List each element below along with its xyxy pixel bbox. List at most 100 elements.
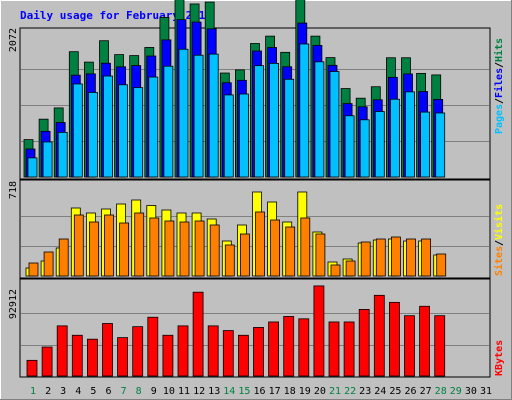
x-tick-label: 5 — [90, 386, 96, 397]
pages-bar — [299, 43, 310, 178]
kbytes-bar — [434, 315, 446, 377]
sites-bar — [194, 220, 205, 277]
kbytes-bar — [56, 325, 68, 377]
sites-bar — [89, 221, 99, 277]
pages-bar — [405, 91, 415, 178]
kbytes-bar — [373, 294, 385, 377]
sites-bar — [390, 236, 401, 277]
sites-bar — [73, 214, 84, 277]
kbytes-bar — [313, 285, 325, 377]
sites-bar — [239, 233, 250, 277]
pages-bar — [223, 94, 234, 178]
x-tick-label: 15 — [238, 386, 250, 397]
sites-bar — [375, 238, 386, 277]
x-tick-label: 23 — [359, 386, 371, 397]
kbytes-bar — [283, 316, 295, 377]
pages-bar — [193, 54, 204, 178]
sites-bar — [270, 219, 281, 277]
legend-slash: / — [494, 62, 505, 68]
kbytes-bar — [41, 346, 53, 377]
sites-bar — [119, 222, 129, 277]
pages-bar — [148, 76, 159, 178]
x-tick-label: 13 — [208, 386, 220, 397]
kbytes-legend: KBytes — [494, 340, 505, 376]
sites-bar — [179, 221, 190, 277]
x-tick-label: 19 — [299, 386, 311, 397]
pages-bar — [374, 111, 385, 178]
x-tick-label: 17 — [269, 386, 281, 397]
pages-bar — [118, 84, 128, 178]
hits-files-pages-bars — [23, 0, 446, 178]
visits-legend: Visits — [493, 204, 505, 240]
sites-bar — [104, 214, 114, 277]
kbytes-bar — [222, 330, 234, 377]
hits-axis-label: Pages / Files / Hits — [493, 38, 505, 134]
pages-bar — [314, 61, 325, 178]
pages-bar — [27, 157, 38, 178]
x-tick-label: 21 — [329, 386, 341, 397]
pages-bar — [269, 62, 280, 178]
x-tick-label: 12 — [193, 386, 205, 397]
kbytes-bar — [419, 305, 431, 377]
hits-legend: Hits — [493, 38, 505, 62]
sites-bar — [330, 264, 341, 277]
sites-bar — [28, 262, 39, 277]
sites-bar — [149, 217, 160, 277]
x-tick-label: 31 — [480, 386, 492, 397]
pages-bar — [389, 98, 400, 178]
kbytes-bar — [343, 321, 355, 377]
pages-bar — [178, 48, 189, 178]
x-tick-label: 4 — [75, 386, 81, 397]
kbytes-bar — [26, 359, 38, 377]
files-legend: Files — [493, 68, 505, 98]
pages-bar — [72, 83, 83, 178]
sites-bar — [436, 253, 447, 277]
kbytes-axis-label: KBytes — [494, 340, 505, 376]
x-tick-label: 25 — [389, 386, 401, 397]
kbytes-bar — [162, 334, 174, 377]
x-tick-label: 16 — [253, 386, 265, 397]
x-tick-label: 10 — [163, 386, 175, 397]
x-tick-label: 22 — [344, 386, 356, 397]
x-tick-label: 11 — [178, 386, 190, 397]
x-tick-label: 24 — [374, 386, 386, 397]
pages-bar — [238, 93, 249, 178]
pages-bar — [420, 111, 431, 178]
pages-bar — [103, 75, 113, 178]
kbytes-bar — [132, 326, 144, 377]
x-tick-label: 9 — [151, 386, 157, 397]
x-tick-label: 18 — [284, 386, 296, 397]
x-tick-label: 26 — [404, 386, 416, 397]
x-tick-label: 28 — [435, 386, 447, 397]
visits-ymax-label: 718 — [8, 181, 19, 199]
kbytes-bar — [192, 291, 204, 377]
pages-bar — [254, 65, 264, 178]
pages-bar — [344, 115, 355, 178]
sites-legend: Sites — [493, 246, 505, 276]
x-tick-label: 27 — [420, 386, 432, 397]
x-tick-label: 30 — [465, 386, 477, 397]
sites-bar — [209, 224, 220, 277]
sites-bar — [300, 217, 311, 277]
sites-bar — [360, 241, 371, 277]
kbytes-bars — [26, 285, 446, 377]
sites-bar — [345, 260, 356, 277]
kbytes-bar — [358, 309, 370, 377]
kbytes-bar — [117, 337, 128, 377]
kbytes-bar — [177, 325, 189, 377]
kbytes-ymax-label: 92912 — [8, 289, 19, 319]
x-tick-label: 8 — [136, 386, 142, 397]
pages-legend: Pages — [494, 104, 505, 134]
pages-bar — [133, 87, 144, 178]
pages-bar — [208, 53, 219, 178]
pages-bar — [435, 112, 446, 178]
x-tick-label: 2 — [45, 386, 51, 397]
pages-bar — [88, 92, 98, 178]
hits-ymax-label: 2072 — [8, 28, 19, 52]
x-tick-label: 29 — [450, 386, 462, 397]
x-tick-label: 14 — [223, 386, 235, 397]
sites-bar — [285, 226, 296, 277]
sites-bar — [164, 220, 175, 277]
